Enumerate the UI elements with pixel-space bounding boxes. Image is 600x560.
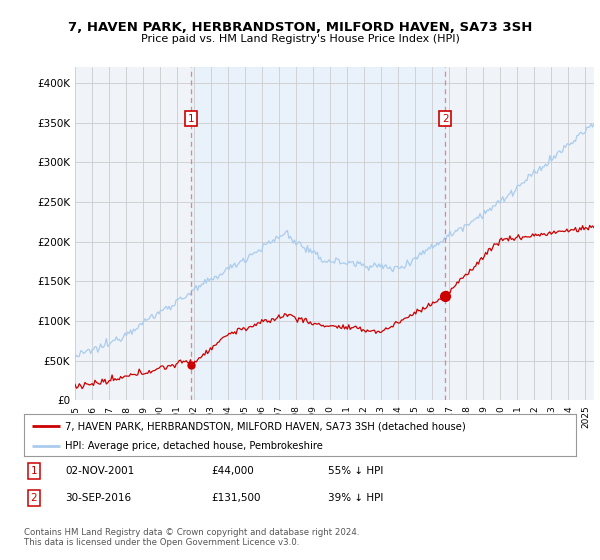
Text: 02-NOV-2001: 02-NOV-2001 [65,466,134,476]
Text: 7, HAVEN PARK, HERBRANDSTON, MILFORD HAVEN, SA73 3SH: 7, HAVEN PARK, HERBRANDSTON, MILFORD HAV… [68,21,532,34]
Text: Contains HM Land Registry data © Crown copyright and database right 2024.
This d: Contains HM Land Registry data © Crown c… [24,528,359,547]
Text: HPI: Average price, detached house, Pembrokeshire: HPI: Average price, detached house, Pemb… [65,441,323,451]
Text: 2: 2 [442,114,448,124]
Text: 1: 1 [188,114,195,124]
Text: 39% ↓ HPI: 39% ↓ HPI [328,493,383,503]
Text: Price paid vs. HM Land Registry's House Price Index (HPI): Price paid vs. HM Land Registry's House … [140,34,460,44]
Text: £44,000: £44,000 [212,466,254,476]
Text: 7, HAVEN PARK, HERBRANDSTON, MILFORD HAVEN, SA73 3SH (detached house): 7, HAVEN PARK, HERBRANDSTON, MILFORD HAV… [65,421,466,431]
Text: 55% ↓ HPI: 55% ↓ HPI [328,466,383,476]
Text: 30-SEP-2016: 30-SEP-2016 [65,493,131,503]
Text: 1: 1 [31,466,37,476]
Text: 2: 2 [31,493,37,503]
Bar [191,67,445,400]
Text: £131,500: £131,500 [212,493,261,503]
